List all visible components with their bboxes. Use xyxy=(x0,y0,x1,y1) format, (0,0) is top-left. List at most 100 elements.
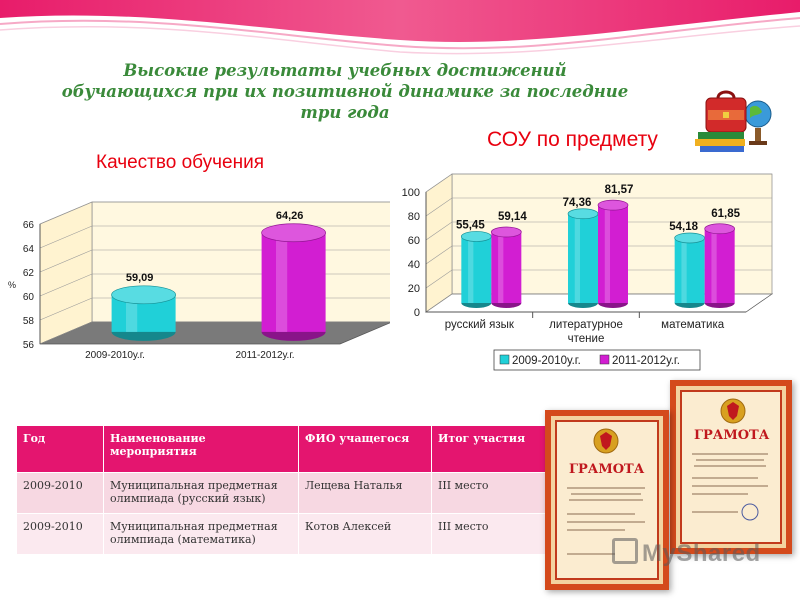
bar xyxy=(704,223,736,308)
bar-top xyxy=(261,223,326,243)
x-tick-label: русский язык xyxy=(445,319,515,331)
bar-highlight xyxy=(498,232,504,303)
grid-line xyxy=(425,245,772,265)
cell-year: 2009-2010 xyxy=(17,472,104,514)
legend-swatch xyxy=(599,354,610,365)
bar-body xyxy=(461,236,492,303)
bar-highlight xyxy=(276,232,288,332)
y-axis-label: % xyxy=(8,280,16,290)
grid-line xyxy=(425,197,772,217)
bar-highlight xyxy=(126,294,138,332)
books-icon xyxy=(695,132,745,152)
y-tick-label: 64 xyxy=(23,244,35,255)
bar-highlight xyxy=(574,213,580,303)
data-label: 54,18 xyxy=(669,221,698,233)
bar-highlight xyxy=(468,236,474,303)
x-tick-label: чтение xyxy=(568,333,605,345)
data-label: 74,36 xyxy=(563,197,592,209)
bar-body xyxy=(491,232,522,303)
emblem-icon xyxy=(593,428,619,454)
side-wall xyxy=(425,173,453,313)
slide-title-line-1: Высокие результаты учебных достижений xyxy=(123,61,567,80)
data-label: 64,26 xyxy=(276,210,304,222)
grid-line xyxy=(425,173,772,193)
bar xyxy=(111,285,176,341)
bar-body xyxy=(261,232,326,332)
table-row: 2009-2010 Муниципальная предметная олимп… xyxy=(17,513,577,554)
certificate-heading: ГРАМОТА xyxy=(569,462,645,477)
x-tick-label: 2011-2012у.г. xyxy=(235,350,294,361)
bar-body xyxy=(568,213,598,303)
bar-highlight xyxy=(711,228,717,303)
y-tick-label: 58 xyxy=(23,316,35,327)
legend-label: 2009-2010у.г. xyxy=(512,355,581,367)
bar xyxy=(460,231,492,308)
bar-top xyxy=(674,232,706,244)
bar-top xyxy=(111,285,176,305)
cell-student: Лещева Наталья xyxy=(298,472,432,514)
bar xyxy=(567,208,599,308)
header-wave xyxy=(0,0,800,55)
certificate-heading: ГРАМОТА xyxy=(694,428,770,443)
watermark: MyShared xyxy=(612,538,761,568)
y-tick-label: 56 xyxy=(23,340,35,351)
legend-box xyxy=(493,349,701,371)
emblem-icon xyxy=(720,398,746,424)
slide-title-line-2: обучающихся при их позитивной динамике з… xyxy=(61,82,629,101)
y-tick-label: 62 xyxy=(23,268,35,279)
y-tick-label: 80 xyxy=(408,211,420,223)
data-label: 59,09 xyxy=(126,272,154,284)
grid-line xyxy=(425,221,772,241)
grid-line xyxy=(425,293,772,313)
bar-top xyxy=(460,231,492,242)
data-label: 61,85 xyxy=(711,208,740,220)
bar xyxy=(261,223,326,341)
cell-event: Муниципальная предметная олимпиада (русс… xyxy=(103,472,299,514)
cell-student: Котов Алексей xyxy=(298,513,432,554)
slide-title-line-3: три года xyxy=(300,103,390,122)
cell-event: Муниципальная предметная олимпиада (мате… xyxy=(103,513,299,554)
table-header-row: Год Наименование мероприятия ФИО учащего… xyxy=(17,426,577,473)
data-label: 55,45 xyxy=(456,219,485,231)
slide-title: Высокие результаты учебных достижений об… xyxy=(40,60,650,123)
y-tick-label: 60 xyxy=(408,235,420,247)
y-tick-label: 0 xyxy=(414,307,420,319)
header-year: Год xyxy=(17,426,104,473)
grid-line xyxy=(39,201,390,225)
x-tick-label: литературное xyxy=(549,319,623,331)
table-row: 2009-2010 Муниципальная предметная олимп… xyxy=(17,472,577,514)
floor xyxy=(39,321,390,345)
bar-top xyxy=(704,223,736,235)
globe-icon xyxy=(744,100,772,145)
data-label: 81,57 xyxy=(605,184,634,196)
y-tick-label: 40 xyxy=(408,259,420,271)
grid-line xyxy=(425,269,772,289)
bar-highlight xyxy=(604,205,610,303)
cell-year: 2009-2010 xyxy=(17,513,104,554)
bar-top xyxy=(597,199,629,211)
bar-highlight xyxy=(681,237,687,303)
chart-title-quality: Качество обучения xyxy=(96,152,265,173)
bar-body xyxy=(674,237,705,303)
y-tick-label: 66 xyxy=(23,220,35,231)
school-clipart xyxy=(695,90,772,152)
bar-body xyxy=(598,205,628,303)
bar-top xyxy=(490,226,522,238)
school-bag-icon xyxy=(705,90,747,133)
data-label: 59,14 xyxy=(498,211,527,223)
y-tick-label: 100 xyxy=(402,187,420,199)
certificate-text-lines xyxy=(567,487,645,555)
legend-swatch xyxy=(499,354,510,365)
bar-top xyxy=(567,208,599,220)
certificate-back: ГРАМОТА xyxy=(670,380,792,554)
watermark-text: MyShared xyxy=(642,540,761,567)
legend: 2009-2010у.г. 2011-2012у.г. xyxy=(493,349,701,371)
certificate-front: ГРАМОТА xyxy=(545,410,669,590)
bar xyxy=(597,199,629,308)
watermark-icon xyxy=(612,538,638,564)
bar xyxy=(674,232,706,308)
header-event: Наименование мероприятия xyxy=(103,426,299,473)
side-wall xyxy=(39,201,93,345)
quality-chart: 56 58 60 62 64 66% 59,09 2009-2010у.г. 64,26 2011… xyxy=(8,201,390,361)
bar-body xyxy=(704,228,735,303)
